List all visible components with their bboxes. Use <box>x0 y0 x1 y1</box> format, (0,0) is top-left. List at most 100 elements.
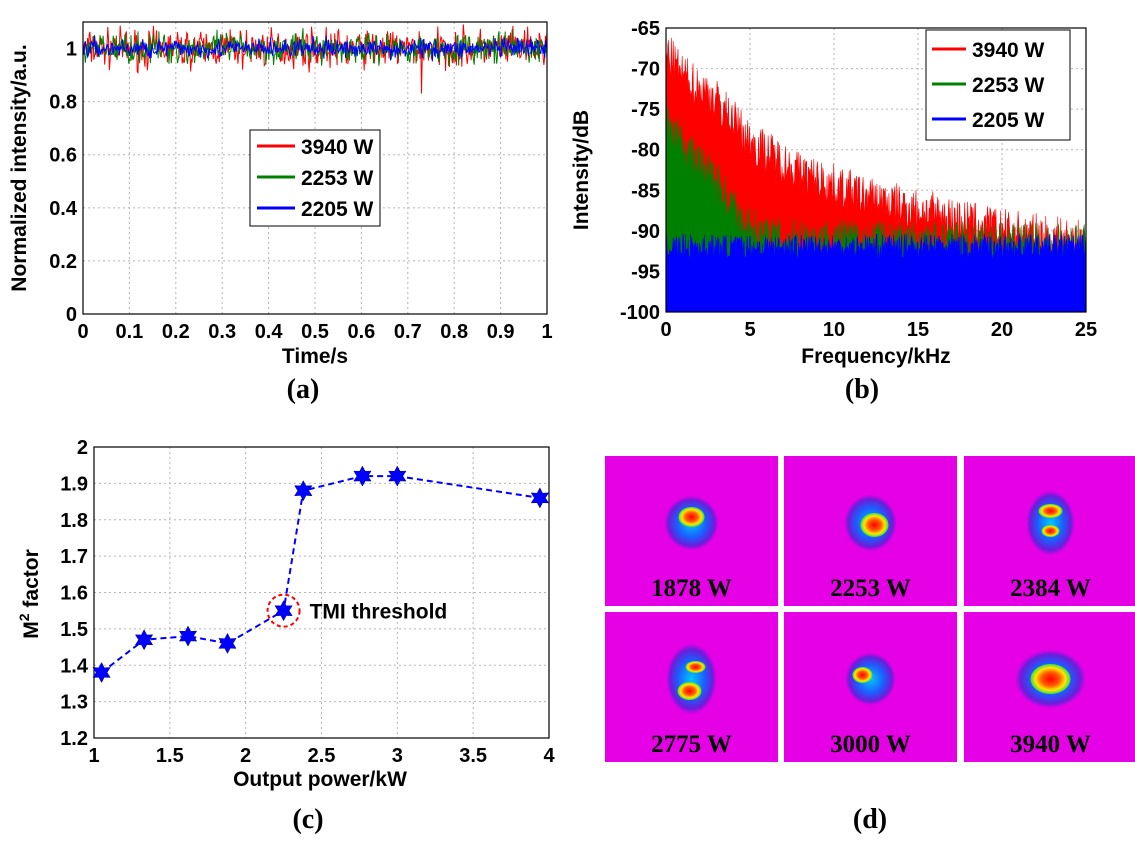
y-tick-label: 0.6 <box>49 145 77 167</box>
panel-a-yticks: 0 0.2 0.4 0.6 0.8 1 <box>49 39 78 326</box>
panel-a-legend: 3940 W 2253 W 2205 W <box>249 129 381 227</box>
beam-core <box>852 667 873 683</box>
beam-profile-tile: 3000 W <box>784 612 957 762</box>
tmi-threshold-annotation: TMI threshold <box>310 601 448 624</box>
panel-c-ylabel-main: M <box>20 621 43 639</box>
beam-core <box>1038 504 1063 518</box>
beam-profile-tile: 2384 W <box>964 456 1135 606</box>
beam-profile-label: 1878 W <box>651 575 732 602</box>
y-tick-label: -75 <box>631 99 660 121</box>
panel-c-ylabel: M2 factor <box>16 549 43 638</box>
panel-b-ylabel: Intensity/dB <box>570 110 593 230</box>
y-tick-label: 0 <box>66 304 77 326</box>
y-tick-label: 1.7 <box>60 546 88 568</box>
panel-c-frame <box>93 446 550 739</box>
m2-data-point <box>178 625 198 647</box>
y-tick-label: 1.6 <box>60 583 88 605</box>
panel-a-time-trace: 0 0.1 0.2 0.3 0.4 0.5 0.6 0.7 0.8 0.9 1 0 0.2 0.4 0.6… <box>8 21 553 405</box>
tmi-threshold-circle <box>266 593 301 628</box>
panel-c-xlabel: Output power/kW <box>233 768 407 791</box>
y-tick-label: 2 <box>77 437 88 459</box>
m2-data-point <box>218 632 237 654</box>
x-tick-label: 2.5 <box>308 745 336 767</box>
x-tick-label: 0 <box>660 319 671 341</box>
panel-c-series <box>92 465 550 684</box>
x-tick-label: 0.3 <box>208 321 236 343</box>
panel-c-xticks: 1 1.5 2 2.5 3 3.5 4 <box>88 745 555 767</box>
x-tick-label: 1 <box>541 321 552 343</box>
y-tick-label: 1.4 <box>60 655 89 677</box>
beam-profile-label: 3000 W <box>830 731 911 758</box>
m2-series-line <box>100 475 541 674</box>
x-tick-label: 0.6 <box>347 321 375 343</box>
series-area-2205-w <box>666 233 1086 312</box>
panel-a-caption: (a) <box>287 374 320 405</box>
panel-a-series <box>83 24 547 94</box>
x-tick-label: 3.5 <box>459 745 487 767</box>
panel-c-caption: (c) <box>292 804 323 835</box>
legend-label-3940: 3940 W <box>301 136 374 159</box>
beam-profile-label: 2253 W <box>830 575 911 602</box>
beam-core <box>685 661 706 673</box>
m2-data-point <box>388 465 407 487</box>
y-tick-label: -95 <box>631 261 660 283</box>
x-tick-label: 1 <box>88 745 99 767</box>
x-tick-label: 0.8 <box>440 321 468 343</box>
x-tick-label: 15 <box>907 319 929 341</box>
panel-a-xticks: 0 0.1 0.2 0.3 0.4 0.5 0.6 0.7 0.8 0.9 1 <box>77 321 552 343</box>
beam-profile-tile: 2253 W <box>784 456 957 606</box>
beam-profile-tile: 3940 W <box>964 612 1135 762</box>
y-tick-label: 1.8 <box>60 510 88 532</box>
x-tick-label: 5 <box>744 319 755 341</box>
y-tick-label: -65 <box>631 18 660 40</box>
y-tick-label: -85 <box>631 180 660 202</box>
series-line-2205-w <box>83 35 547 62</box>
legend-label-b-2253: 2253 W <box>972 74 1045 97</box>
beam-core <box>860 513 889 537</box>
m2-data-point <box>294 480 313 502</box>
beam-profile-tile: 1878 W <box>605 456 778 606</box>
beam-profile-grid: 1878 W 2253 W 2384 W 2775 W 3000 W 3940 W <box>605 456 1135 762</box>
x-tick-label: 0.9 <box>487 321 515 343</box>
legend-label-2253: 2253 W <box>301 167 374 190</box>
beam-profile-tile: 2775 W <box>605 612 778 762</box>
x-tick-label: 0.1 <box>115 321 143 343</box>
y-tick-label: 0.4 <box>49 198 78 220</box>
x-tick-label: 25 <box>1075 319 1097 341</box>
y-tick-label: 1.3 <box>60 692 88 714</box>
panel-b-series <box>666 37 1086 312</box>
y-tick-label: 1.5 <box>60 619 88 641</box>
panel-c-grid <box>94 447 549 738</box>
beam-spot <box>1026 491 1075 555</box>
m2-data-point <box>274 600 293 622</box>
y-tick-label: -70 <box>631 59 660 81</box>
y-tick-label: 1.2 <box>60 728 88 750</box>
panel-d-caption: (d) <box>853 804 887 835</box>
x-tick-label: 4 <box>543 745 555 767</box>
beam-core <box>677 682 702 700</box>
m2-data-point <box>92 661 111 684</box>
panel-c-ylabel-rest: factor <box>20 549 43 613</box>
x-tick-label: 0.5 <box>301 321 329 343</box>
y-tick-label: 1.9 <box>60 473 88 495</box>
x-tick-label: 0.7 <box>394 321 422 343</box>
x-tick-label: 2 <box>240 745 251 767</box>
beam-profile-label: 2775 W <box>651 731 732 758</box>
y-tick-label: -90 <box>631 221 660 243</box>
beam-core <box>1030 664 1071 694</box>
beam-profile-label: 2384 W <box>1010 575 1091 602</box>
svg-text:M2 factor: M2 factor <box>16 549 43 638</box>
y-tick-label: -80 <box>631 140 660 162</box>
panel-b-yticks: -65 -70 -75 -80 -85 -90 -95 -100 <box>620 18 660 324</box>
legend-label-b-2205: 2205 W <box>972 109 1045 132</box>
x-tick-label: 0 <box>77 321 88 343</box>
panel-a-xlabel: Time/s <box>282 345 348 368</box>
m2-data-point <box>134 629 154 651</box>
panel-c-yticks: 1.2 1.3 1.4 1.5 1.6 1.7 1.8 1.9 2 <box>60 437 89 750</box>
panel-b-spectrum: 0 5 10 15 20 25 -65 -70 -75 -80 -85 -90 -95 -100 Fre… <box>570 18 1097 405</box>
panel-c-ylabel-sup: 2 <box>16 613 32 621</box>
beam-core <box>678 507 705 527</box>
m2-data-point <box>530 487 550 509</box>
x-tick-label: 3 <box>392 745 403 767</box>
